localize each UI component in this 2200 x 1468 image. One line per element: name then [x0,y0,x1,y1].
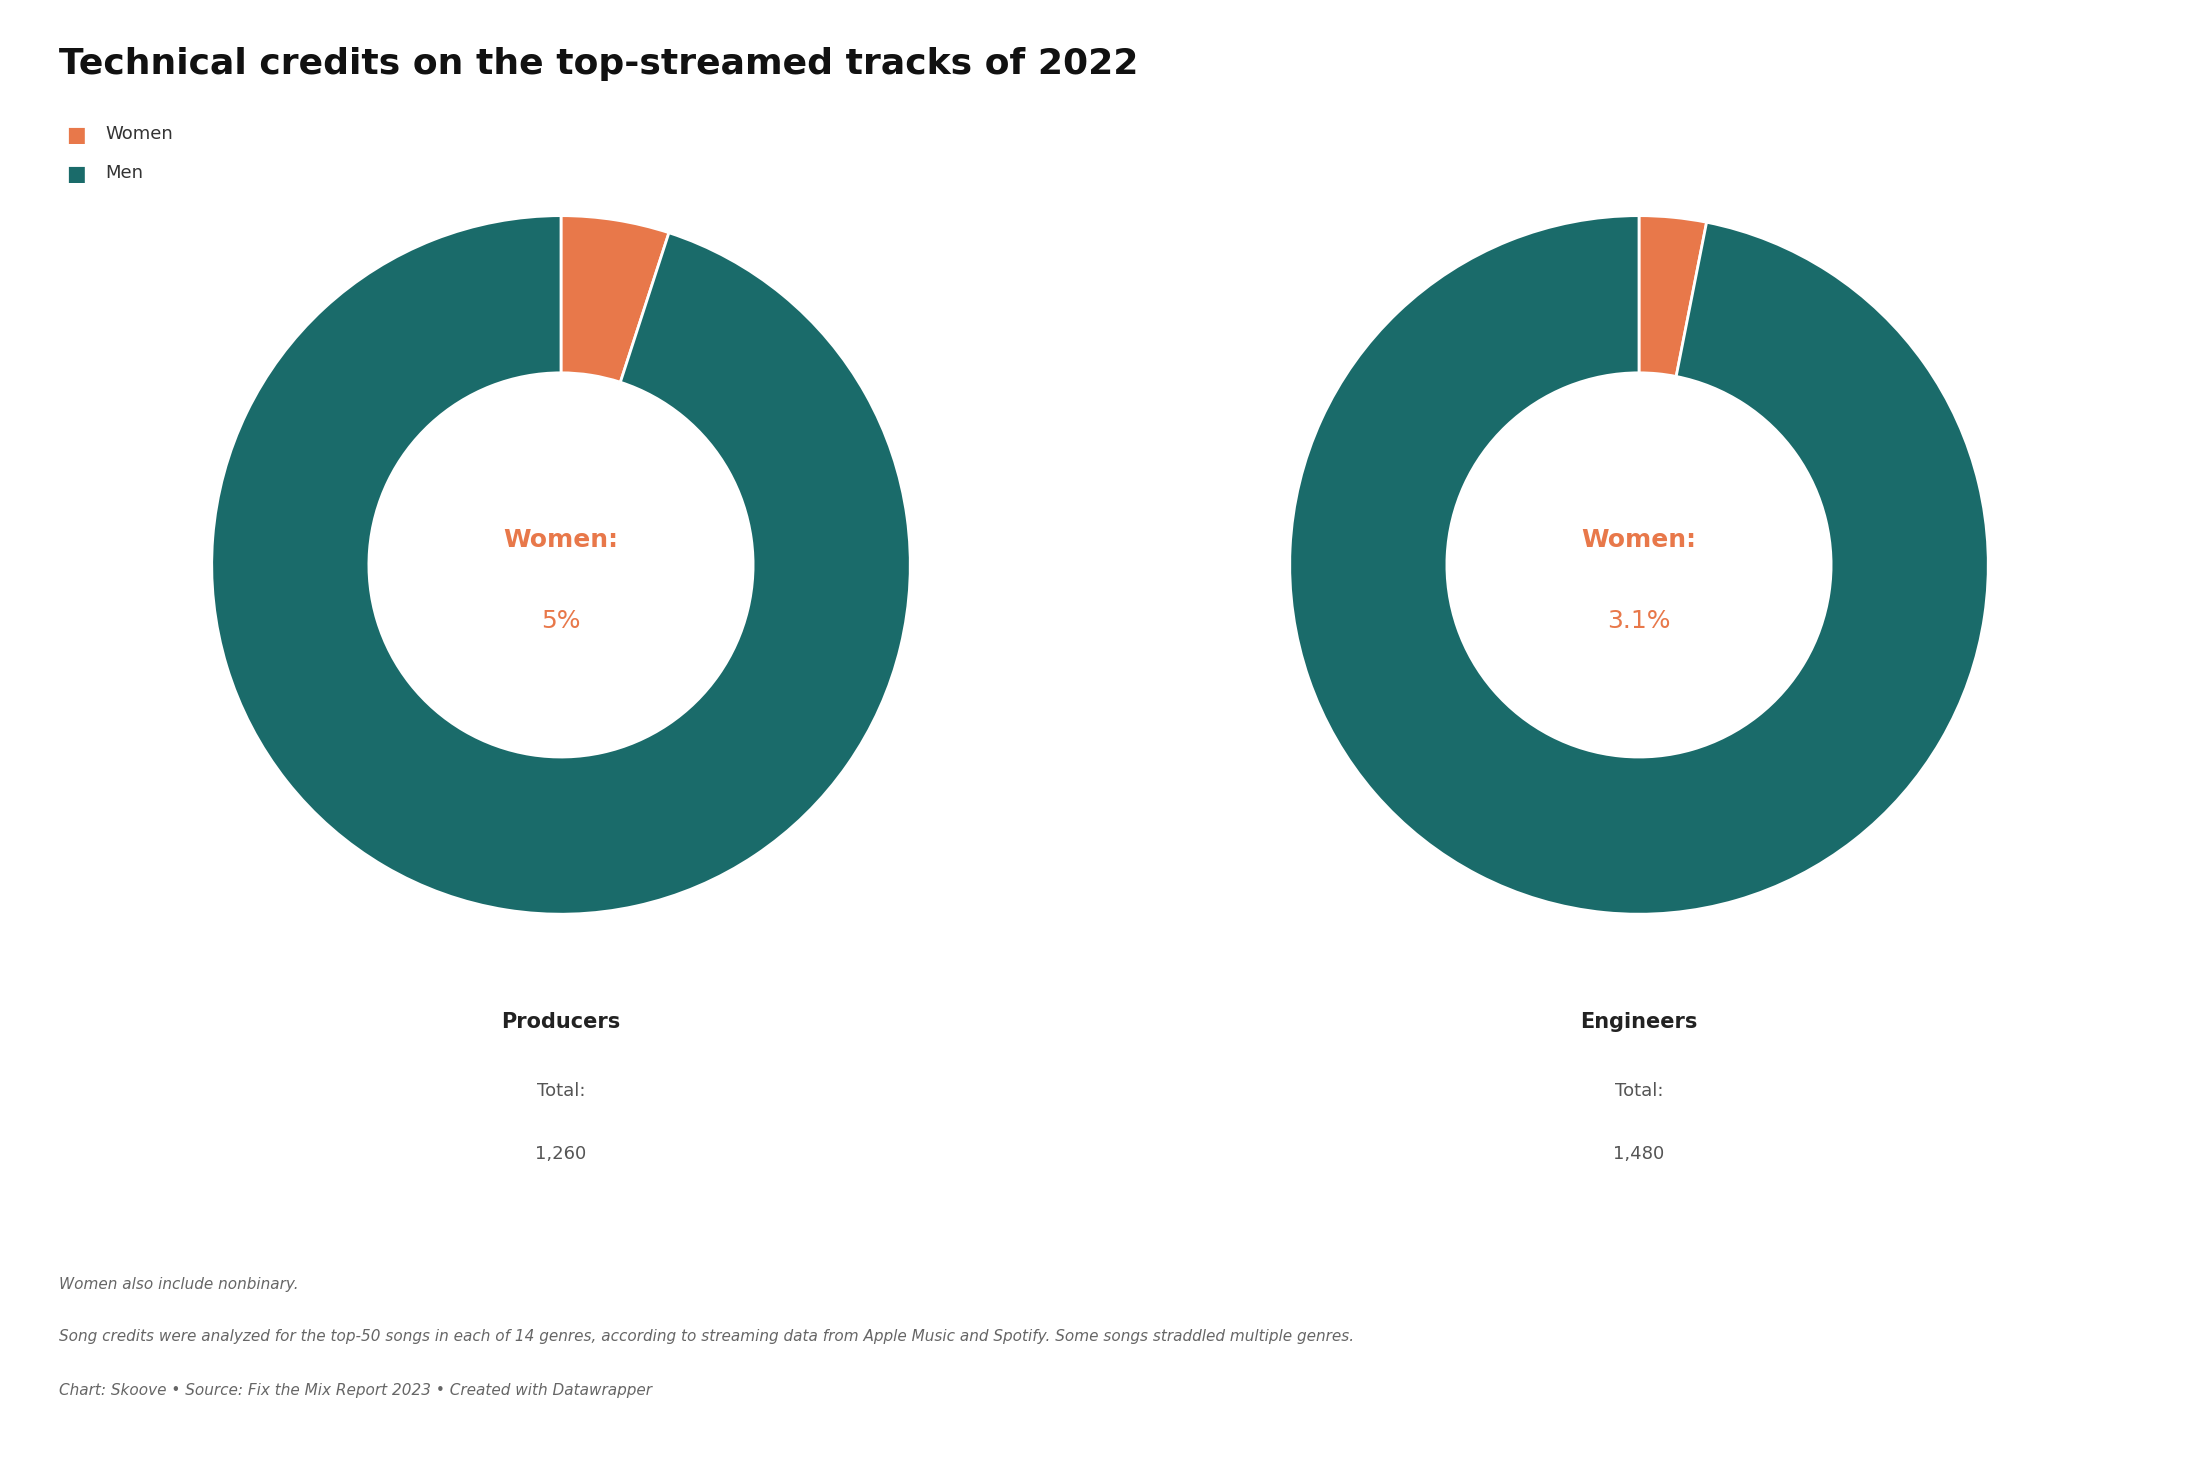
Text: 1,480: 1,480 [1613,1145,1665,1163]
Text: 1,260: 1,260 [535,1145,587,1163]
Text: Producers: Producers [502,1011,620,1032]
Text: Women: Women [106,125,174,142]
Text: Women also include nonbinary.: Women also include nonbinary. [59,1277,299,1292]
Wedge shape [561,216,669,382]
Text: Total:: Total: [1615,1082,1663,1100]
Text: 5%: 5% [541,609,581,633]
Text: Song credits were analyzed for the top-50 songs in each of 14 genres, according : Song credits were analyzed for the top-5… [59,1329,1355,1343]
Text: Chart: Skoove • Source: Fix the Mix Report 2023 • Created with Datawrapper: Chart: Skoove • Source: Fix the Mix Repo… [59,1383,653,1398]
Text: Total:: Total: [537,1082,585,1100]
Text: 3.1%: 3.1% [1608,609,1670,633]
Wedge shape [211,216,911,915]
Text: ■: ■ [66,164,86,185]
Text: Women:: Women: [1582,528,1696,552]
Text: Engineers: Engineers [1580,1011,1698,1032]
Text: Men: Men [106,164,143,182]
Text: ■: ■ [66,125,86,145]
Text: Technical credits on the top-streamed tracks of 2022: Technical credits on the top-streamed tr… [59,47,1140,81]
Wedge shape [1639,216,1707,376]
Text: Women:: Women: [504,528,618,552]
Wedge shape [1289,216,1989,915]
